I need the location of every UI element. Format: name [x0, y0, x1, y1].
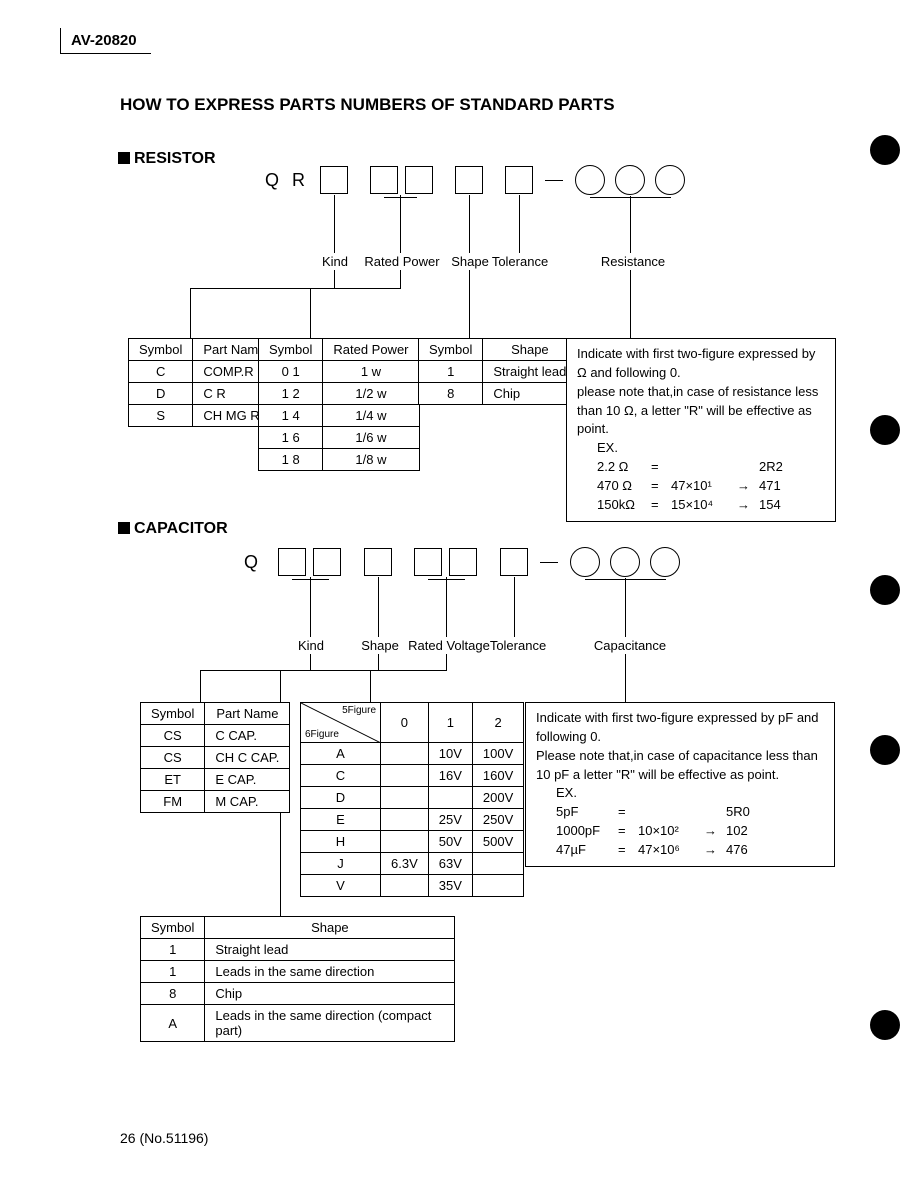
wire — [446, 654, 447, 670]
label-shape: Shape — [448, 254, 492, 269]
resistor-section-label: RESISTOR — [118, 150, 216, 168]
wire — [514, 577, 515, 637]
resistor-prefix-q: Q — [265, 170, 279, 191]
code-box — [278, 548, 306, 576]
wire — [519, 195, 520, 253]
resistor-shape-table: SymbolShape 1Straight lead 8Chip — [418, 338, 577, 405]
punch-dot — [870, 735, 900, 765]
ex-rows: 2.2 Ω=2R2 470 Ω=47×10¹→471 150kΩ=15×10⁴→… — [577, 458, 825, 515]
label-shape: Shape — [358, 638, 402, 653]
capacitor-kind-table: SymbolPart Name CSC CAP. CSCH C CAP. ETE… — [140, 702, 290, 813]
wire — [625, 654, 626, 702]
code-box — [500, 548, 528, 576]
resistor-power-table: SymbolRated Power 0 11 w 1 21/2 w 1 41/4… — [258, 338, 420, 471]
wire — [190, 288, 191, 338]
page-footer: 26 (No.51196) — [120, 1130, 208, 1146]
code-box — [405, 166, 433, 194]
wire — [370, 670, 447, 671]
wire — [378, 577, 379, 637]
wire — [378, 654, 379, 670]
label-tolerance: Tolerance — [488, 638, 548, 653]
ex-row: 47µF=47×10⁶→476 — [556, 841, 824, 860]
diag-header-cell: 5Figure 6Figure — [301, 703, 381, 743]
header-model-box: AV-20820 — [60, 28, 151, 54]
wire — [469, 270, 470, 338]
wire — [630, 196, 631, 253]
ex-row: 1000pF=10×10²→102 — [556, 822, 824, 841]
info-ex-label: EX. — [577, 439, 825, 458]
code-box — [449, 548, 477, 576]
code-circle — [610, 547, 640, 577]
bullet-square-icon — [118, 522, 130, 534]
code-circle — [615, 165, 645, 195]
ex-row: 5pF=5R0 — [556, 803, 824, 822]
code-circle — [655, 165, 685, 195]
ex-row: 470 Ω=47×10¹→471 — [597, 477, 825, 496]
wire — [310, 288, 311, 338]
wire — [590, 197, 671, 198]
ex-row: 2.2 Ω=2R2 — [597, 458, 825, 477]
code-circle — [570, 547, 600, 577]
code-box — [313, 548, 341, 576]
info-line: Indicate with first two-figure expressed… — [536, 709, 824, 747]
wire — [334, 195, 335, 253]
wire — [469, 195, 470, 253]
code-dash — [540, 562, 558, 563]
wire — [585, 579, 666, 580]
wire — [446, 577, 447, 637]
wire — [630, 270, 631, 338]
code-box — [320, 166, 348, 194]
resistor-kind-table: SymbolPart Name CCOMP.R DC R SCH MG R — [128, 338, 277, 427]
wire — [310, 577, 311, 637]
info-line: Indicate with first two-figure expressed… — [577, 345, 825, 383]
label-kind: Kind — [296, 638, 326, 653]
header-model: AV-20820 — [71, 32, 137, 49]
wire — [310, 288, 401, 289]
ex-row: 150kΩ=15×10⁴→154 — [597, 496, 825, 515]
info-line: Please note that,in case of capacitance … — [536, 747, 824, 785]
code-circle — [650, 547, 680, 577]
wire — [400, 195, 401, 253]
code-box — [364, 548, 392, 576]
wire — [292, 579, 329, 580]
wire — [370, 670, 371, 702]
resistor-prefix-r: R — [292, 170, 305, 191]
capacitor-voltage-table: 5Figure 6Figure 0 1 2 A10V100V C16V160V … — [300, 702, 524, 897]
ex-rows: 5pF=5R0 1000pF=10×10²→102 47µF=47×10⁶→47… — [536, 803, 824, 860]
code-box — [455, 166, 483, 194]
wire — [200, 670, 201, 702]
wire — [400, 270, 401, 288]
capacitor-prefix-q: Q — [244, 552, 258, 573]
info-line: please note that,in case of resistance l… — [577, 383, 825, 440]
capacitance-info-box: Indicate with first two-figure expressed… — [525, 702, 835, 867]
label-resistance: Resistance — [598, 254, 668, 269]
punch-dot — [870, 415, 900, 445]
capacitor-section-label: CAPACITOR — [118, 520, 228, 538]
wire — [334, 270, 335, 288]
label-voltage: Rated Voltage — [406, 638, 492, 653]
punch-dot — [870, 1010, 900, 1040]
wire — [384, 197, 417, 198]
wire — [428, 579, 465, 580]
code-circle — [575, 165, 605, 195]
code-box — [505, 166, 533, 194]
capacitor-shape-table: SymbolShape 1Straight lead 1Leads in the… — [140, 916, 455, 1042]
info-ex-label: EX. — [536, 784, 824, 803]
label-kind: Kind — [320, 254, 350, 269]
label-capacitance: Capacitance — [590, 638, 670, 653]
label-power: Rated Power — [362, 254, 442, 269]
wire — [625, 578, 626, 637]
label-tolerance: Tolerance — [490, 254, 550, 269]
code-box — [414, 548, 442, 576]
bullet-square-icon — [118, 152, 130, 164]
punch-dot — [870, 135, 900, 165]
code-box — [370, 166, 398, 194]
wire — [310, 654, 311, 670]
punch-dot — [870, 575, 900, 605]
wire — [280, 670, 379, 671]
resistance-info-box: Indicate with first two-figure expressed… — [566, 338, 836, 522]
page-title: HOW TO EXPRESS PARTS NUMBERS OF STANDARD… — [120, 95, 615, 115]
code-dash — [545, 180, 563, 181]
